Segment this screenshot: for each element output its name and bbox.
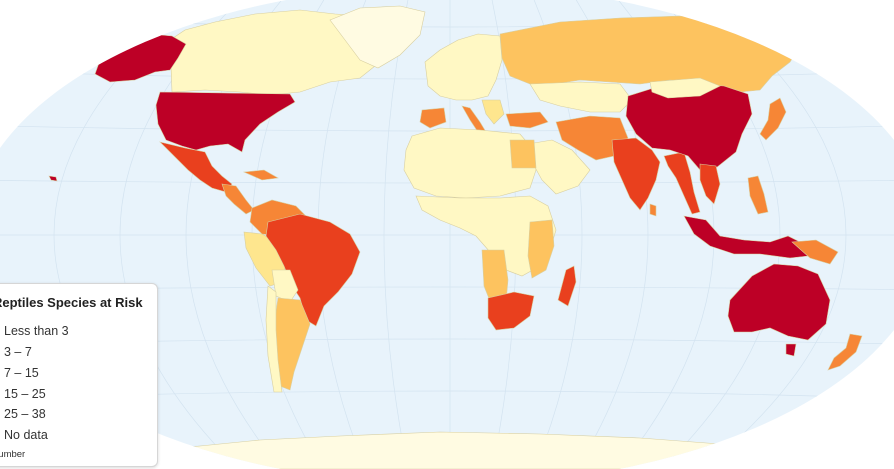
legend-label: 3 – 7 — [4, 345, 32, 359]
country-east-africa[interactable] — [527, 219, 555, 279]
legend: Reptiles Species at Risk Less than 3 3 –… — [0, 283, 158, 467]
country-vietnam-laos[interactable] — [699, 163, 721, 205]
country-russia[interactable] — [499, 15, 801, 93]
country-north-africa[interactable] — [403, 127, 537, 199]
country-egypt[interactable] — [509, 139, 537, 169]
country-madagascar[interactable] — [557, 265, 577, 307]
country-spain[interactable] — [419, 107, 447, 129]
legend-item-15to25[interactable]: 15 – 25 — [1, 385, 46, 403]
country-sri-lanka[interactable] — [649, 203, 657, 217]
country-cuba[interactable] — [242, 169, 279, 181]
legend-title: Reptiles Species at Risk — [0, 295, 143, 310]
legend-label: No data — [4, 428, 48, 442]
country-hawaii-usa[interactable] — [48, 175, 58, 182]
country-usa[interactable] — [155, 91, 296, 153]
country-new-zealand[interactable] — [827, 333, 863, 371]
country-japan[interactable] — [759, 97, 787, 141]
country-philippines[interactable] — [747, 175, 769, 215]
country-papua-new-guinea[interactable] — [791, 239, 839, 265]
country-tasmania[interactable] — [785, 343, 797, 357]
legend-item-25to38[interactable]: 25 – 38 — [1, 405, 46, 423]
legend-label: 7 – 15 — [4, 366, 39, 380]
legend-item-7to15[interactable]: 7 – 15 — [1, 364, 39, 382]
country-chile[interactable] — [265, 285, 283, 393]
legend-item-lt3[interactable]: Less than 3 — [1, 322, 69, 340]
country-brazil[interactable] — [265, 213, 361, 327]
country-central-america[interactable] — [221, 183, 255, 215]
country-myanmar-thailand[interactable] — [663, 151, 701, 215]
country-turkey[interactable] — [505, 111, 549, 129]
country-south-africa[interactable] — [487, 291, 535, 331]
country-india[interactable] — [611, 137, 661, 211]
country-kazakhstan-central-asia[interactable] — [529, 81, 633, 113]
legend-label: 25 – 38 — [4, 407, 46, 421]
legend-footnote: number — [0, 449, 26, 460]
country-greenland[interactable] — [329, 5, 426, 69]
legend-label: 15 – 25 — [4, 387, 46, 401]
country-antarctica[interactable] — [169, 431, 801, 469]
country-australia[interactable] — [727, 263, 831, 341]
legend-item-nodata[interactable]: No data — [1, 426, 48, 444]
country-europe-north[interactable] — [424, 33, 503, 101]
country-greece-balkans[interactable] — [481, 99, 505, 125]
country-mongolia[interactable] — [649, 77, 721, 99]
legend-label: Less than 3 — [4, 324, 69, 338]
legend-item-3to7[interactable]: 3 – 7 — [1, 343, 32, 361]
